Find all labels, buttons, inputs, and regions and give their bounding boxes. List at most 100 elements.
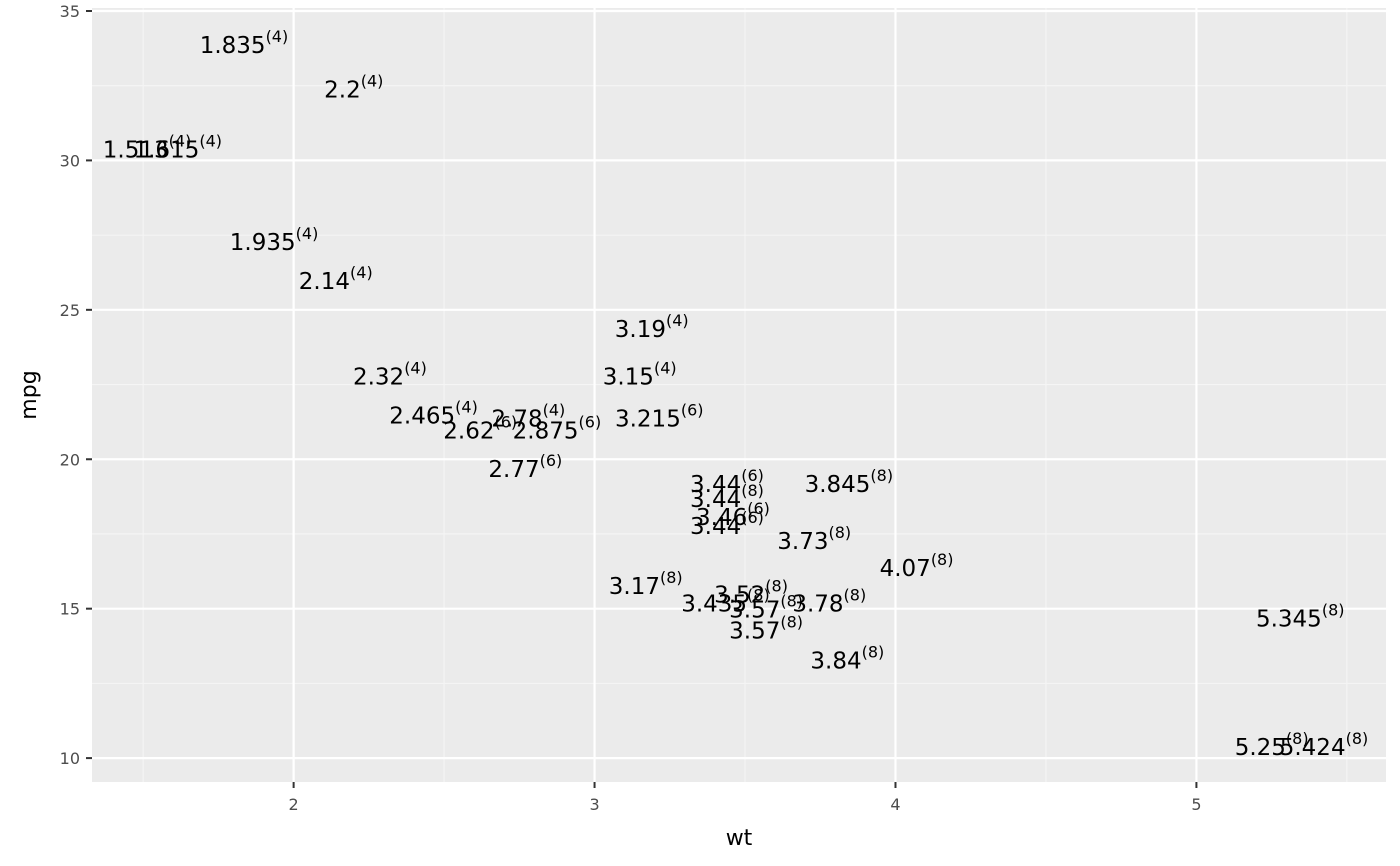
point-label-value: 2.875	[513, 418, 579, 444]
point-label-value: 3.44	[690, 514, 741, 540]
x-tick-label: 2	[289, 795, 299, 814]
point-label: 3.46(6)	[696, 499, 770, 531]
point-label: 5.345(8)	[1256, 601, 1345, 633]
x-tick-label: 4	[890, 795, 900, 814]
point-label-superscript: (6)	[494, 412, 517, 431]
y-axis-title: mpg	[17, 370, 42, 419]
point-label-value: 3.78	[792, 592, 843, 618]
y-tick-label: 25	[60, 301, 80, 320]
point-label-superscript: (6)	[741, 466, 764, 485]
point-label-superscript: (4)	[296, 224, 319, 243]
point-label: 2.465(4)	[389, 397, 478, 429]
y-tick-label: 10	[60, 749, 80, 768]
point-label-superscript: (6)	[741, 508, 764, 527]
point-label-value: 1.935	[230, 230, 296, 256]
point-label-superscript: (8)	[829, 523, 852, 542]
point-label: 3.435(8)	[681, 586, 770, 618]
point-label-value: 5.25	[1235, 735, 1286, 761]
point-label: 2.32(4)	[353, 359, 427, 391]
point-label-superscript: (4)	[455, 397, 478, 416]
point-label-superscript: (8)	[1322, 601, 1345, 620]
y-tick-label: 30	[60, 151, 80, 170]
point-label: 2.77(6)	[488, 451, 562, 483]
y-axis: 10 15 20 25 30 35	[60, 2, 92, 768]
point-label-value: 1.615	[133, 137, 199, 163]
point-label: 3.215(6)	[615, 400, 704, 432]
point-label: 4.07(8)	[880, 550, 954, 582]
point-label-value: 2.465	[389, 403, 455, 429]
point-label: 3.17(8)	[609, 568, 683, 600]
point-label-value: 3.19	[615, 317, 666, 343]
x-axis-title: wt	[726, 826, 753, 851]
point-label-value: 3.845	[805, 472, 871, 498]
point-label: 2.78(4)	[491, 400, 565, 432]
point-label-value: 3.17	[609, 574, 660, 600]
point-label-value: 5.345	[1256, 607, 1322, 633]
y-tick-label: 20	[60, 450, 80, 469]
point-label-value: 3.73	[777, 529, 828, 555]
point-label-superscript: (6)	[540, 451, 563, 470]
point-label-value: 2.2	[324, 78, 361, 104]
point-label: 3.57(8)	[729, 613, 803, 645]
point-label-value: 3.57	[729, 598, 780, 624]
point-label-superscript: (8)	[1346, 729, 1369, 748]
x-tick-label: 3	[589, 795, 599, 814]
point-label-value: 3.215	[615, 406, 681, 432]
point-label: 3.57(8)	[729, 592, 803, 624]
point-label-value: 4.07	[880, 556, 931, 582]
point-label: 2.2(4)	[324, 72, 383, 104]
point-label-superscript: (4)	[543, 400, 566, 419]
point-label-value: 5.424	[1280, 735, 1346, 761]
point-label: 1.615(4)	[133, 131, 222, 163]
point-label-value: 2.77	[488, 457, 539, 483]
point-label: 1.513(4)	[103, 131, 192, 163]
point-label-superscript: (8)	[931, 550, 954, 569]
point-label-superscript: (8)	[870, 466, 893, 485]
plot-panel	[92, 8, 1386, 782]
point-label: 5.424(8)	[1280, 729, 1369, 761]
point-label: 2.62(6)	[443, 412, 517, 444]
point-label-superscript: (8)	[660, 568, 683, 587]
point-label-superscript: (4)	[350, 263, 373, 282]
point-label-superscript: (8)	[1286, 729, 1309, 748]
point-label-value: 3.46	[696, 505, 747, 531]
point-label-value: 3.52	[714, 583, 765, 609]
point-label-superscript: (8)	[844, 586, 867, 605]
y-tick-label: 35	[60, 2, 80, 21]
y-tick-label: 15	[60, 600, 80, 619]
point-label-superscript: (4)	[666, 311, 689, 330]
point-label-value: 3.44	[690, 472, 741, 498]
point-label-superscript: (8)	[862, 642, 885, 661]
point-label-value: 3.57	[729, 619, 780, 645]
point-label-superscript: (8)	[780, 613, 803, 632]
point-label: 5.25(8)	[1235, 729, 1309, 761]
point-label-value: 2.14	[299, 269, 350, 295]
point-label: 1.835(4)	[200, 27, 289, 59]
point-label-superscript: (8)	[780, 592, 803, 611]
point-label-superscript: (4)	[199, 131, 222, 150]
point-label: 3.44(8)	[690, 481, 764, 513]
point-label-superscript: (8)	[765, 577, 788, 596]
point-label: 3.845(8)	[805, 466, 894, 498]
point-label-superscript: (4)	[169, 131, 192, 150]
point-labels: 2.62(6)2.875(6)2.32(4)3.215(6)3.44(8)3.4…	[103, 27, 1368, 761]
point-label-superscript: (4)	[361, 72, 384, 91]
point-label-value: 3.84	[810, 648, 861, 674]
point-label-superscript: (6)	[579, 412, 602, 431]
point-label: 3.84(8)	[810, 642, 884, 674]
major-gridlines	[92, 8, 1386, 782]
point-label-superscript: (6)	[681, 400, 704, 419]
point-label: 3.52(8)	[714, 577, 788, 609]
point-label: 3.15(4)	[603, 359, 677, 391]
point-label-value: 1.835	[200, 33, 266, 59]
point-label-value: 3.435	[681, 592, 747, 618]
x-tick-label: 5	[1191, 795, 1201, 814]
point-label: 2.875(6)	[513, 412, 602, 444]
point-label: 2.14(4)	[299, 263, 373, 295]
point-label-superscript: (4)	[654, 359, 677, 378]
point-label: 1.935(4)	[230, 224, 319, 256]
point-label-value: 3.44	[690, 487, 741, 513]
point-label-superscript: (4)	[404, 359, 427, 378]
point-label-superscript: (8)	[741, 481, 764, 500]
